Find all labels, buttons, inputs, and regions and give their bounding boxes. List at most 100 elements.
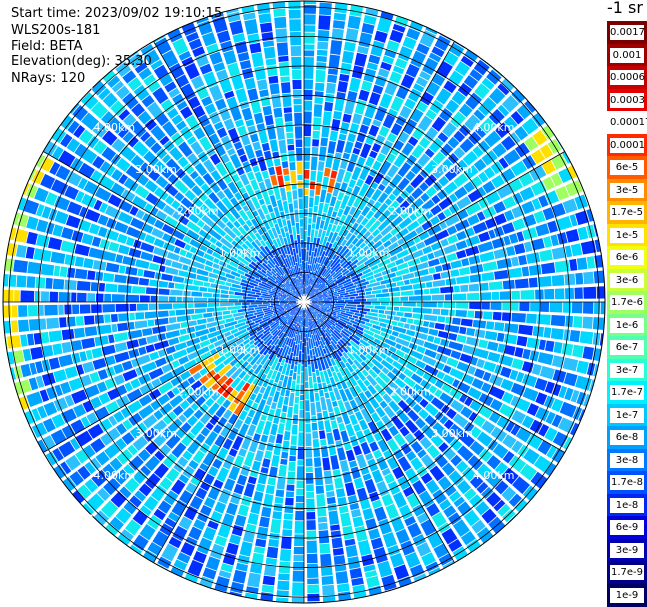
range-gate — [185, 114, 200, 131]
range-gate — [429, 287, 440, 294]
range-gate — [61, 424, 76, 439]
range-gate — [267, 305, 274, 308]
range-gate — [524, 100, 536, 113]
range-gate — [46, 317, 60, 329]
range-gate — [20, 363, 32, 378]
range-gate — [115, 507, 132, 524]
range-gate — [260, 290, 269, 295]
range-gate — [346, 222, 353, 231]
range-gate — [35, 276, 46, 289]
range-gate — [245, 184, 256, 198]
range-gate — [484, 330, 498, 341]
range-gate — [324, 303, 332, 305]
range-gate — [371, 469, 384, 484]
range-gate — [73, 125, 86, 139]
range-gate — [539, 365, 555, 380]
range-gate — [51, 127, 67, 144]
range-gate — [175, 120, 187, 131]
range-gate — [23, 199, 40, 215]
range-gate — [305, 458, 313, 467]
range-gate — [321, 308, 330, 313]
range-gate — [392, 360, 406, 373]
range-gate — [233, 402, 245, 416]
range-gate — [540, 302, 550, 313]
range-gate — [204, 265, 213, 272]
range-gate — [60, 133, 73, 148]
range-gate — [174, 191, 185, 202]
range-gate — [332, 272, 343, 280]
range-gate — [26, 216, 39, 231]
range-ring-label: 4.00km — [93, 469, 135, 482]
range-gate — [286, 303, 299, 308]
range-gate — [289, 445, 297, 456]
range-gate — [432, 279, 446, 287]
range-gate — [194, 303, 208, 308]
range-gate — [224, 90, 235, 99]
range-gate — [322, 266, 331, 278]
range-gate — [247, 88, 259, 102]
range-gate — [304, 188, 309, 196]
range-gate — [355, 328, 364, 335]
range-gate — [481, 302, 490, 310]
range-gate — [220, 289, 229, 294]
range-gate — [419, 436, 432, 450]
range-gate — [115, 254, 124, 264]
range-gate — [235, 276, 242, 282]
range-gate — [537, 440, 552, 456]
range-gate — [314, 290, 320, 295]
range-gate — [307, 355, 311, 365]
range-gate — [234, 41, 248, 54]
range-gate — [288, 203, 294, 213]
range-gate — [341, 329, 350, 338]
range-gate — [285, 364, 291, 376]
range-gate — [229, 287, 242, 293]
range-gate — [563, 372, 578, 387]
range-gate — [128, 455, 144, 471]
range-gate — [177, 380, 191, 392]
range-gate — [153, 160, 166, 173]
range-gate — [293, 105, 302, 113]
range-gate — [346, 351, 356, 361]
nrays-label: NRays: 120 — [11, 71, 86, 86]
range-gate — [310, 170, 317, 181]
range-gate — [313, 311, 320, 319]
range-gate — [254, 238, 262, 247]
range-gate — [504, 209, 515, 222]
range-gate — [242, 224, 250, 232]
range-gate — [274, 362, 281, 371]
range-gate — [340, 194, 350, 210]
range-gate — [384, 198, 393, 206]
range-gate — [382, 393, 393, 404]
range-gate — [334, 182, 341, 190]
range-gate — [144, 118, 157, 131]
range-gate — [550, 172, 563, 187]
range-gate — [340, 332, 351, 342]
range-gate — [545, 190, 560, 205]
range-gate — [234, 302, 242, 306]
range-gate — [297, 334, 301, 344]
range-gate — [299, 394, 304, 401]
range-gate — [209, 336, 218, 344]
range-gate — [350, 217, 357, 225]
range-gate — [342, 297, 349, 300]
range-gate — [407, 409, 420, 422]
range-gate — [365, 275, 374, 281]
range-gate — [173, 462, 184, 473]
range-gate — [71, 292, 77, 302]
range-gate — [350, 508, 362, 518]
range-gate — [192, 46, 206, 58]
range-gate — [334, 266, 342, 273]
range-gate — [215, 240, 223, 248]
range-gate — [312, 139, 320, 147]
range-gate — [413, 236, 421, 244]
range-gate — [229, 20, 244, 36]
range-gate — [296, 234, 301, 244]
range-gate — [455, 240, 468, 251]
range-gate — [200, 481, 211, 492]
range-gate — [282, 519, 293, 530]
range-gate — [430, 215, 441, 226]
range-gate — [292, 79, 302, 90]
colorbar-tick-label: 6e-9 — [610, 520, 644, 535]
range-gate — [327, 316, 338, 323]
range-gate — [353, 445, 363, 456]
